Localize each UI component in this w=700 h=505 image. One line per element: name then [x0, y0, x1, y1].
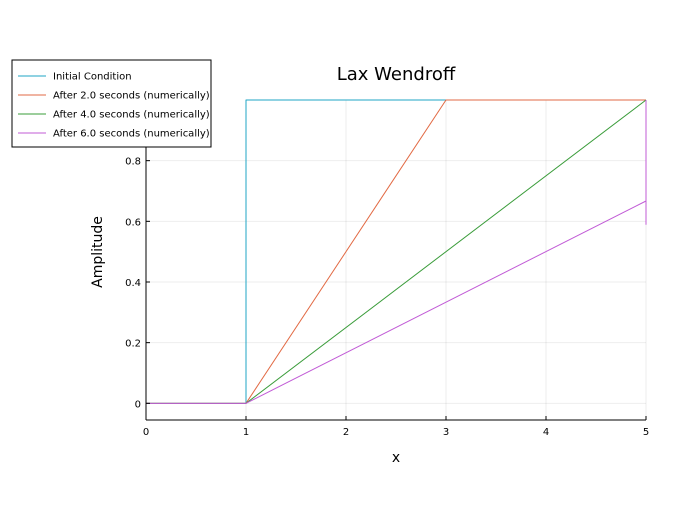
legend-label-1: Initial Condition: [53, 72, 132, 83]
y-axis-label: Amplitude: [90, 216, 106, 288]
x-axis-label: x: [392, 450, 400, 466]
legend: Initial Condition After 2.0 seconds (nume…: [12, 60, 211, 147]
x-tick-label: 2: [343, 427, 349, 438]
legend-label-2: After 2.0 seconds (numerically): [53, 91, 210, 102]
y-tick-label: 0.4: [125, 278, 141, 289]
series-line-2: [146, 100, 646, 403]
ticks: 0 1 2 3 4 5 0 0.2 0.4 0.6 0.8: [125, 157, 649, 438]
series-line-4: [146, 100, 646, 403]
chart-title: Lax Wendroff: [337, 64, 456, 85]
legend-label-3: After 4.0 seconds (numerically): [53, 110, 210, 121]
y-tick-label: 0.6: [125, 217, 141, 228]
x-tick-label: 5: [643, 427, 649, 438]
x-tick-label: 1: [243, 427, 249, 438]
series-line-1: [146, 100, 646, 403]
x-tick-label: 0: [143, 427, 149, 438]
y-tick-label: 0.2: [125, 339, 141, 350]
y-tick-label: 0.8: [125, 157, 141, 168]
y-tick-label: 0: [135, 399, 141, 410]
series-line-3: [146, 100, 646, 403]
x-tick-label: 4: [543, 427, 549, 438]
grid: [146, 100, 646, 420]
legend-label-4: After 6.0 seconds (numerically): [53, 129, 210, 140]
axes: [146, 100, 646, 420]
series-layer: [146, 100, 646, 403]
x-tick-label: 3: [443, 427, 449, 438]
